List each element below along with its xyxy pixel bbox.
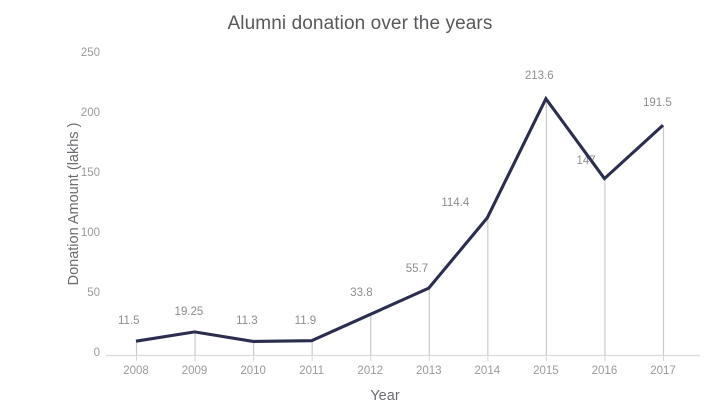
data-point-label: 114.4 bbox=[441, 196, 470, 209]
x-tick-label: 2009 bbox=[181, 365, 208, 377]
data-point-label: 33.8 bbox=[350, 287, 373, 300]
x-tick-label: 2016 bbox=[591, 365, 618, 377]
y-tick-label: 150 bbox=[80, 167, 100, 179]
data-point-label: 11.3 bbox=[236, 315, 258, 328]
x-tick-label: 2008 bbox=[123, 365, 149, 377]
x-tick-label: 2014 bbox=[474, 365, 501, 377]
y-tick-label: 200 bbox=[80, 107, 100, 119]
x-tick-label: 2010 bbox=[240, 365, 266, 377]
series-line bbox=[135, 95, 665, 343]
drop-lines bbox=[135, 98, 665, 355]
y-tick-label: 100 bbox=[80, 227, 100, 239]
data-point-label: 55.7 bbox=[405, 263, 429, 276]
data-point-label: 11.5 bbox=[118, 315, 140, 328]
y-tick-label: 50 bbox=[87, 287, 100, 299]
x-tick-label: 2013 bbox=[415, 365, 442, 377]
data-point-label: 213.6 bbox=[524, 69, 554, 82]
x-axis-title: Year bbox=[370, 388, 400, 404]
data-point-label: 11.9 bbox=[294, 314, 317, 327]
data-point-label: 19.25 bbox=[174, 305, 204, 318]
chart-title: Alumni donation over the years bbox=[227, 13, 493, 34]
y-tick-label: 0 bbox=[93, 347, 100, 359]
x-tick-label: 2015 bbox=[533, 365, 559, 377]
x-tick-label: 2017 bbox=[650, 365, 676, 377]
x-tick-label: 2011 bbox=[299, 365, 325, 377]
data-point-label: 191.5 bbox=[643, 97, 672, 110]
x-tick-label: 2012 bbox=[357, 365, 384, 377]
y-tick-label: 250 bbox=[80, 47, 100, 59]
